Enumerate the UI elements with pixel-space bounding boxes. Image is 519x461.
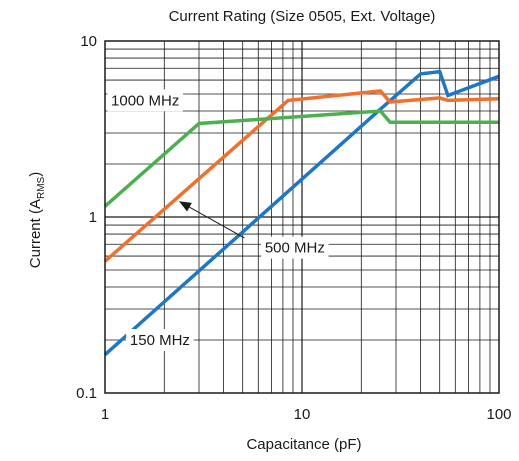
- series-line-150-mhz: [103, 69, 500, 357]
- series-line-500-mhz: [103, 89, 500, 263]
- series-group: [103, 69, 500, 357]
- x-axis-label: Capacitance (pF): [246, 436, 361, 453]
- annotation-1000-mhz: 1000 MHz: [111, 92, 179, 109]
- annotation-arrow: [179, 201, 245, 239]
- plot-frame: [104, 40, 500, 394]
- annotation-box-150-mhz: [126, 329, 194, 352]
- y-tick-label: 0.1: [76, 385, 97, 402]
- y-axis-label-close: ): [27, 172, 44, 177]
- annotation-box-500-mhz: [261, 236, 329, 259]
- y-axis-label: Current (ARMS): [27, 172, 47, 268]
- x-tick-label: 1: [101, 406, 109, 423]
- annotation-group: 1000 MHz 500 MHz 150 MHz: [107, 89, 329, 352]
- y-axis-label-main: Current (A: [27, 199, 44, 268]
- y-tick-label: 1: [89, 209, 97, 226]
- chart-title: Current Rating (Size 0505, Ext. Voltage): [169, 8, 436, 25]
- annotation-box-1000-mhz: [107, 89, 184, 112]
- x-tick-label: 100: [486, 406, 511, 423]
- y-axis-label-sub: RMS: [36, 176, 47, 199]
- annotation-150-mhz: 150 MHz: [130, 332, 190, 349]
- annotation-500-mhz: 500 MHz: [265, 240, 325, 257]
- series-line-1000-mhz: [103, 109, 499, 208]
- y-tick-label: 10: [80, 33, 97, 50]
- x-tick-label: 10: [294, 406, 311, 423]
